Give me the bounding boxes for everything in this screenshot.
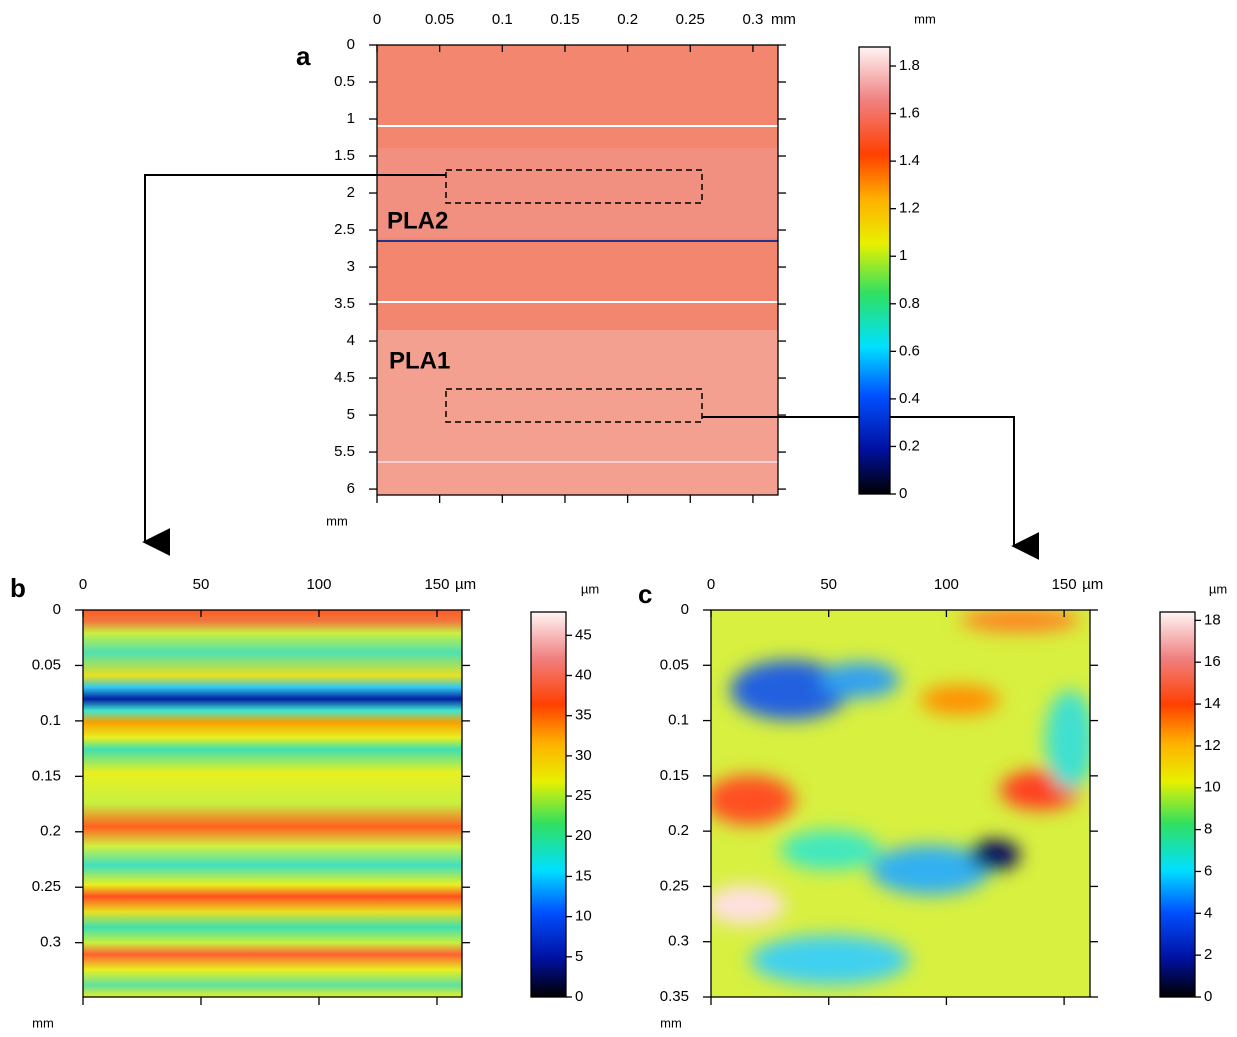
- colorbar-tick-label: 0: [575, 988, 583, 1005]
- x-unit: mm: [771, 11, 796, 28]
- x-tick-label: 50: [193, 576, 210, 593]
- colorbar-tick-label: 18: [1204, 611, 1221, 628]
- colorbar-tick-label: 0.8: [899, 295, 920, 312]
- colorbar-tick-label: 1.4: [899, 152, 920, 169]
- map-a: [142, 45, 1040, 560]
- plot-frame: [710, 609, 1091, 998]
- colorbar-tick-label: 40: [575, 666, 592, 683]
- y-unit: mm: [660, 1015, 682, 1030]
- y-tick-label: 0.25: [32, 878, 61, 895]
- y-tick-label: 4: [347, 332, 355, 349]
- x-tick-label: 150: [424, 576, 449, 593]
- colorbar-tick-label: 30: [575, 747, 592, 764]
- y-tick-label: 0.1: [668, 712, 689, 729]
- y-tick-label: 0.15: [32, 767, 61, 784]
- y-tick-label: 5.5: [334, 443, 355, 460]
- x-tick-label: 0.1: [492, 11, 513, 28]
- plot-frame: [376, 44, 779, 496]
- y-tick-label: 0.5: [334, 73, 355, 90]
- colorbar-tick-label: 1.8: [899, 57, 920, 74]
- y-tick-label: 6: [347, 480, 355, 497]
- x-tick-label: 0.15: [550, 11, 579, 28]
- x-unit: µm: [1082, 576, 1103, 593]
- y-tick-label: 0.3: [40, 934, 61, 951]
- colorbar: [858, 46, 891, 495]
- colorbar-tick-label: 25: [575, 787, 592, 804]
- y-tick-label: 3: [347, 258, 355, 275]
- y-tick-label: 0: [53, 601, 61, 618]
- y-tick-label: 1.5: [334, 147, 355, 164]
- y-tick-label: 4.5: [334, 369, 355, 386]
- y-tick-label: 0.1: [40, 712, 61, 729]
- annotation: PLA1: [389, 347, 450, 374]
- panel-label: c: [638, 579, 652, 609]
- panel-label: b: [10, 573, 26, 603]
- colorbar-tick-label: 15: [575, 867, 592, 884]
- y-unit: mm: [32, 1015, 54, 1030]
- x-tick-label: 0.05: [425, 11, 454, 28]
- colorbar-tick-label: 0.4: [899, 390, 920, 407]
- colorbar-tick-label: 45: [575, 626, 592, 643]
- x-tick-label: 0.25: [676, 11, 705, 28]
- annotation: PLA2: [387, 207, 448, 234]
- y-tick-label: 0.05: [660, 656, 689, 673]
- colorbar-tick-label: 14: [1204, 695, 1221, 712]
- colorbar-tick-label: 10: [1204, 779, 1221, 796]
- colorbar: [530, 611, 567, 998]
- colorbar-tick-label: 16: [1204, 653, 1221, 670]
- y-tick-label: 0.35: [660, 988, 689, 1005]
- y-tick-label: 0: [347, 36, 355, 53]
- y-tick-label: 0: [681, 601, 689, 618]
- y-tick-label: 2: [347, 184, 355, 201]
- x-tick-label: 0: [707, 576, 715, 593]
- colorbar-tick-label: 5: [575, 948, 583, 965]
- x-tick-label: 150: [1052, 576, 1077, 593]
- x-tick-label: 100: [934, 576, 959, 593]
- colorbar-tick-label: 1.2: [899, 200, 920, 217]
- map-b: [83, 610, 462, 997]
- x-tick-label: 50: [820, 576, 837, 593]
- colorbar-unit: mm: [914, 11, 936, 26]
- colorbar-tick-label: 35: [575, 707, 592, 724]
- colorbar: [1159, 611, 1196, 998]
- colorbar-tick-label: 4: [1204, 904, 1212, 921]
- colorbar-tick-label: 0: [1204, 988, 1212, 1005]
- colorbar-tick-label: 6: [1204, 862, 1212, 879]
- panel-label: a: [296, 41, 311, 71]
- x-tick-label: 0: [373, 11, 381, 28]
- colorbar-tick-label: 1.6: [899, 105, 920, 122]
- y-tick-label: 0.15: [660, 767, 689, 784]
- plot-frame: [82, 609, 463, 998]
- colorbar-unit: µm: [1209, 581, 1227, 596]
- y-tick-label: 0.2: [668, 822, 689, 839]
- colorbar-tick-label: 0: [899, 485, 907, 502]
- y-tick-label: 0.05: [32, 656, 61, 673]
- y-tick-label: 1: [347, 110, 355, 127]
- colorbar-tick-label: 0.2: [899, 437, 920, 454]
- y-tick-label: 2.5: [334, 221, 355, 238]
- colorbar-tick-label: 1: [899, 247, 907, 264]
- colorbar-tick-label: 12: [1204, 737, 1221, 754]
- colorbar-tick-label: 8: [1204, 821, 1212, 838]
- x-tick-label: 0.2: [617, 11, 638, 28]
- colorbar-tick-label: 2: [1204, 946, 1212, 963]
- x-unit: µm: [455, 576, 476, 593]
- y-tick-label: 0.3: [668, 933, 689, 950]
- y-tick-label: 5: [347, 406, 355, 423]
- y-unit: mm: [326, 513, 348, 528]
- map-c: [711, 610, 1090, 997]
- y-tick-label: 0.2: [40, 823, 61, 840]
- colorbar-unit: µm: [581, 581, 599, 596]
- y-tick-label: 3.5: [334, 295, 355, 312]
- colorbar-tick-label: 10: [575, 908, 592, 925]
- x-tick-label: 0: [79, 576, 87, 593]
- colorbar-tick-label: 20: [575, 827, 592, 844]
- colorbar-tick-label: 0.6: [899, 342, 920, 359]
- x-tick-label: 100: [306, 576, 331, 593]
- x-tick-label: 0.3: [743, 11, 764, 28]
- y-tick-label: 0.25: [660, 877, 689, 894]
